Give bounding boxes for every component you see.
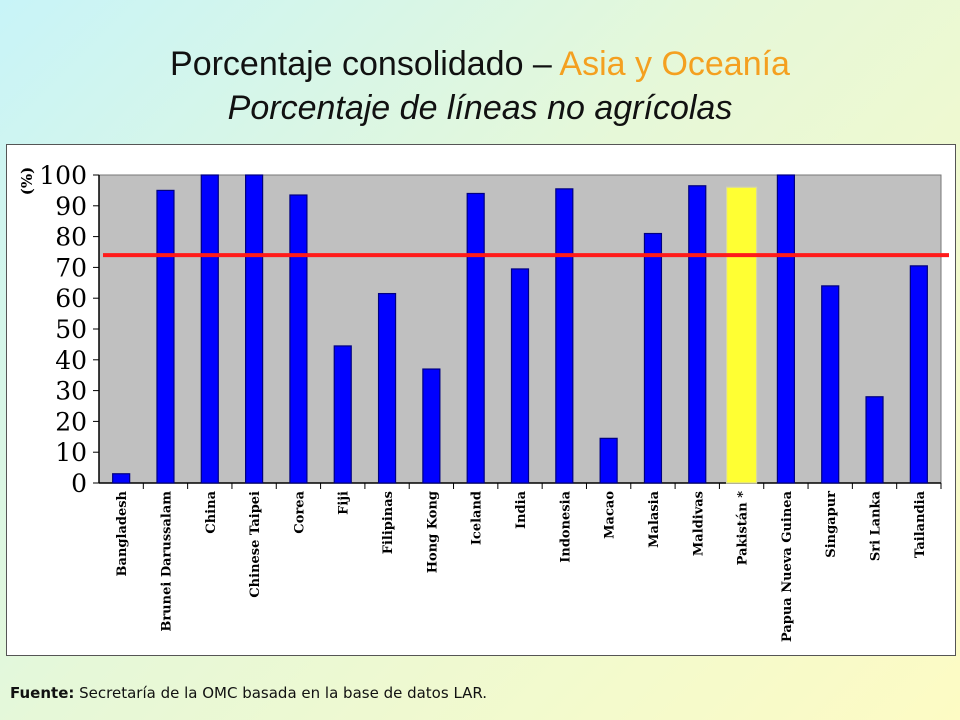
bar (725, 186, 758, 484)
source-text: Secretaría de la OMC basada en la base d… (74, 684, 488, 702)
y-tick-label: 20 (55, 407, 87, 436)
y-tick-label: 70 (55, 253, 87, 282)
bar (156, 189, 175, 484)
title-region: Asia y Oceanía (559, 45, 790, 83)
x-tick-label: Tailandia (913, 490, 928, 558)
bar (821, 285, 840, 484)
x-tick-label: Papua Nueva Guinea (780, 490, 795, 642)
x-tick-label: India (514, 490, 529, 529)
x-tick-label: Indonesia (558, 490, 573, 562)
x-tick-label: Corea (292, 490, 307, 533)
bar (466, 192, 485, 484)
x-tick-label: China (204, 490, 219, 533)
x-tick-label: Sri Lanka (869, 490, 884, 561)
x-tick-label: Malasia (647, 490, 662, 547)
bar (377, 292, 397, 484)
y-axis-label: (%) (18, 167, 36, 195)
y-tick-label: 50 (55, 315, 87, 344)
chart-frame: 0 10 20 30 40 50 60 70 80 90 100 (%) Bangladesh Brune… (6, 144, 956, 656)
bar (909, 265, 928, 484)
title-line: Porcentaje consolidado – Asia y Oceanía (0, 42, 960, 86)
chart-subtitle: Porcentaje de líneas no agrícolas (227, 89, 733, 127)
x-tick-label: Filipinas (381, 491, 396, 554)
bar (599, 437, 618, 484)
y-tick-label: 60 (55, 284, 87, 313)
x-tick-label: Iceland (470, 491, 485, 545)
bar (112, 473, 131, 484)
bar (289, 194, 308, 484)
bar (422, 368, 441, 484)
x-tick-label: Hong Kong (425, 491, 440, 573)
x-tick-label: Macao (603, 491, 618, 539)
source-label: Fuente: (10, 684, 75, 702)
bar (688, 185, 707, 484)
bar (510, 268, 530, 484)
bar (245, 174, 264, 484)
x-tick-label: Singapur (824, 491, 839, 558)
y-tick-label: 100 (39, 161, 87, 190)
x-tick-label: Brunei Darussalam (159, 491, 174, 632)
bar (865, 396, 884, 484)
bar (555, 188, 574, 484)
x-tick-label: Pakistán * (736, 491, 751, 566)
bar (333, 345, 352, 484)
y-tick-label: 10 (55, 438, 87, 467)
bar (200, 174, 219, 484)
y-tick-label: 0 (71, 469, 87, 498)
x-tick-label: Fiji (337, 491, 352, 515)
x-tick-label: Bangladesh (115, 490, 130, 576)
y-tick-label: 30 (55, 377, 87, 406)
x-tick-label: Chinese Taipei (248, 491, 263, 598)
y-tick-label: 80 (55, 223, 87, 252)
y-tick-label: 40 (55, 346, 87, 375)
y-tick-label: 90 (55, 192, 87, 221)
title-main: Porcentaje consolidado – (170, 45, 560, 83)
source-note: Fuente: Secretaría de la OMC basada en l… (10, 684, 487, 702)
bar (643, 232, 663, 484)
bar (776, 174, 795, 484)
chart-title: Porcentaje consolidado – Asia y Oceanía … (0, 42, 960, 130)
x-tick-label: Maldivas (691, 491, 706, 556)
